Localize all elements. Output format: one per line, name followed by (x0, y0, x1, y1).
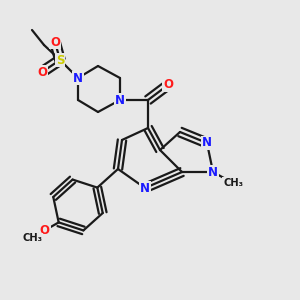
Text: N: N (202, 136, 212, 149)
Text: S: S (56, 53, 64, 67)
Text: N: N (208, 166, 218, 178)
Text: N: N (73, 71, 83, 85)
Text: O: O (40, 224, 50, 237)
Text: CH₃: CH₃ (223, 178, 243, 188)
Text: N: N (115, 94, 125, 106)
Text: N: N (140, 182, 150, 194)
Text: O: O (50, 35, 60, 49)
Text: CH₃: CH₃ (23, 233, 43, 243)
Text: O: O (163, 79, 173, 92)
Text: O: O (37, 65, 47, 79)
